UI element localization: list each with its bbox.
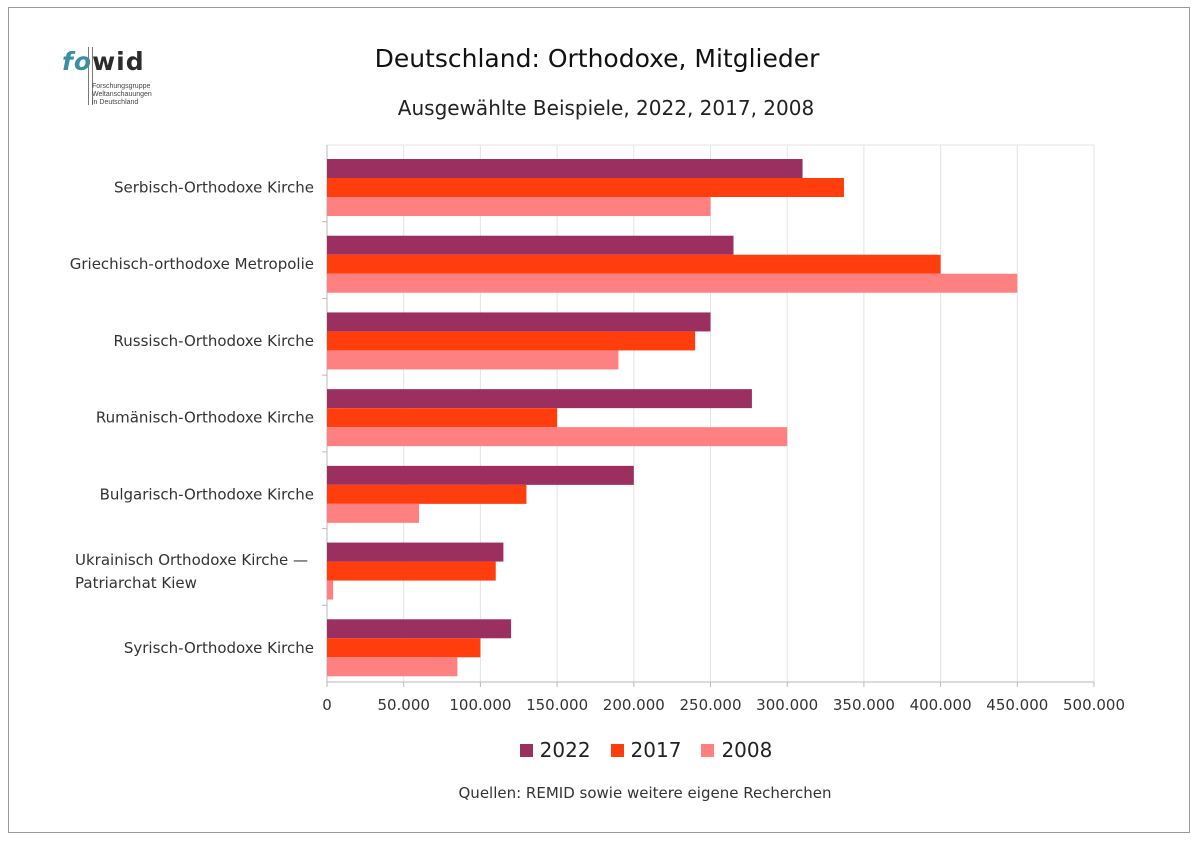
category-label: Russisch-Orthodoxe Kirche: [114, 332, 314, 350]
bar-2017: [327, 638, 481, 658]
logo-divider: [92, 47, 93, 105]
bar-2008: [327, 350, 619, 370]
bar-2022: [327, 465, 634, 485]
x-tick-label: 100.000: [449, 696, 511, 714]
bar-2017: [327, 254, 941, 274]
bars: [327, 159, 1018, 677]
legend-swatch: [519, 743, 533, 757]
bar-2008: [327, 657, 458, 677]
bar-2017: [327, 178, 844, 197]
bar-2022: [327, 159, 803, 178]
bar-2008: [327, 503, 420, 523]
legend-swatch: [610, 743, 624, 757]
bar-2022: [327, 312, 711, 332]
category-label: Griechisch-orthodoxe Metropolie: [70, 255, 314, 273]
category-label: Ukrainisch Orthodoxe Kirche —: [75, 551, 308, 569]
x-tick-label: 0: [322, 696, 332, 714]
bar-2008: [327, 197, 711, 216]
bar-2017: [327, 561, 496, 581]
bar-2008: [327, 273, 1018, 293]
x-tick-labels: 0 50.000 100.000 150.000 200.000 250.000 300.0…: [322, 696, 1125, 714]
legend-label: 2022: [539, 738, 591, 762]
logo-subtitle: Forschungsgruppe Weltanschauungen in Deu…: [92, 83, 152, 106]
category-label: Patriarchat Kiew: [75, 574, 197, 592]
fowid-logo: fowid Forschungsgruppe Weltanschauungen …: [62, 47, 172, 109]
bar-2017: [327, 331, 696, 351]
bar-2022: [327, 542, 504, 562]
bar-2022: [327, 235, 734, 255]
category-labels: Serbisch-Orthodoxe Kirche Griechisch-orth…: [70, 179, 314, 657]
x-tick-label: 150.000: [526, 696, 588, 714]
bar-2022: [327, 619, 512, 639]
bar-2017: [327, 408, 558, 428]
legend-item-2017: 2017: [610, 738, 682, 762]
chart-frame: [8, 7, 1190, 833]
category-label: Rumänisch-Orthodoxe Kirche: [96, 409, 314, 427]
legend-item-2022: 2022: [519, 738, 591, 762]
legend: 2022 2017 2008: [0, 738, 1200, 762]
x-tick-label: 500.000: [1063, 696, 1125, 714]
legend-label: 2017: [630, 738, 682, 762]
logo-wordmark: fowid: [62, 47, 145, 76]
chart-subtitle: Ausgewählte Beispiele, 2022, 2017, 2008: [397, 96, 815, 120]
x-tick-label: 300.000: [756, 696, 818, 714]
bar-2008: [327, 580, 334, 600]
legend-label: 2008: [721, 738, 773, 762]
category-label: Serbisch-Orthodoxe Kirche: [114, 179, 314, 197]
source-note: Quellen: REMID sowie weitere eigene Rech…: [458, 784, 832, 802]
legend-swatch: [701, 743, 715, 757]
category-label: Syrisch-Orthodoxe Kirche: [124, 639, 314, 657]
bar-2017: [327, 484, 527, 504]
chart-title: Deutschland: Orthodoxe, Mitglieder: [374, 44, 820, 73]
x-tick-label: 450.000: [986, 696, 1048, 714]
category-label: Bulgarisch-Orthodoxe Kirche: [100, 485, 314, 503]
x-tick-label: 400.000: [910, 696, 972, 714]
x-tick-label: 250.000: [679, 696, 741, 714]
legend-item-2008: 2008: [701, 738, 772, 762]
bar-2022: [327, 389, 752, 409]
bar-2008: [327, 427, 788, 447]
x-tick-label: 350.000: [833, 696, 895, 714]
x-tick-label: 200.000: [603, 696, 665, 714]
logo-divider: [88, 47, 89, 105]
x-tick-label: 50.000: [377, 696, 430, 714]
